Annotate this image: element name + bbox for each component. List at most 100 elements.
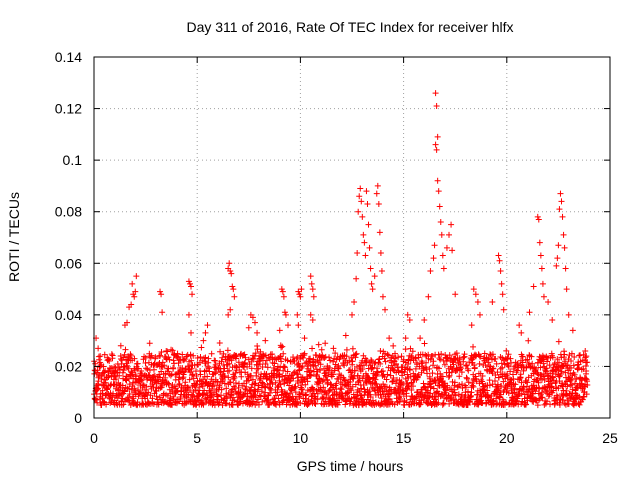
data-point-baseline [250,356,257,363]
data-point-baseline [424,370,431,377]
data-point-baseline [280,350,287,357]
data-point-baseline [167,395,174,402]
data-point-baseline [180,371,187,378]
data-point-baseline [369,364,376,371]
data-point [349,311,355,318]
data-point-baseline [272,379,279,386]
data-point-baseline [276,377,283,384]
data-point-baseline [159,359,166,366]
data-point-baseline [248,365,255,372]
y-tick-label: 0.02 [55,358,82,374]
data-point-baseline [193,381,200,388]
data-point [430,255,437,262]
data-point-baseline [490,365,497,372]
x-tick-label: 5 [193,430,201,446]
data-point-baseline [573,376,580,383]
data-point-baseline [384,371,391,378]
data-point-baseline [179,364,186,371]
data-point-baseline [216,339,223,346]
data-point-baseline [492,355,499,362]
data-point-baseline [341,362,348,369]
data-point [200,337,207,344]
data-point-baseline [192,382,199,389]
data-point-baseline [541,377,548,384]
data-point [569,327,576,334]
data-point-baseline [188,372,195,379]
data-point-baseline [343,346,350,353]
data-point-baseline [298,385,305,392]
data-point [545,298,552,305]
data-point-baseline [248,372,255,379]
data-point-baseline [353,350,360,357]
data-point-baseline [128,352,135,359]
data-point [310,293,317,300]
data-point [516,322,523,329]
data-point-baseline [197,353,204,360]
data-point-baseline [412,365,419,372]
data-point-baseline [122,376,129,383]
data-point-baseline [446,352,453,359]
data-point [417,335,424,342]
data-point-baseline [446,400,453,407]
data-point-baseline [248,384,255,391]
data-point-baseline [543,368,550,375]
data-point [404,311,411,318]
data-point [254,329,261,336]
data-point-baseline [507,355,514,362]
data-point-baseline [148,352,155,359]
y-tick-label: 0.12 [55,101,82,117]
data-point [431,242,438,249]
data-point [433,102,440,109]
data-point-baseline [150,366,157,373]
data-point-baseline [560,397,567,404]
data-point-baseline [555,385,562,392]
data-point-baseline [313,352,320,359]
data-point-baseline [371,360,378,367]
data-point [378,268,385,275]
data-point-baseline [543,365,550,372]
data-point-baseline [384,351,391,358]
data-point [375,200,382,207]
data-point-baseline [398,378,405,385]
data-point-baseline [337,385,344,392]
data-point-baseline [319,378,326,385]
data-point-baseline [408,387,415,394]
data-point [363,188,370,195]
data-point-baseline [162,374,169,381]
data-point-baseline [322,373,329,380]
data-point-baseline [263,371,270,378]
data-point-baseline [94,367,101,374]
data-point-baseline [144,366,151,373]
data-point [296,291,303,298]
data-point-baseline [189,371,196,378]
data-point-baseline [439,373,446,380]
data-point-baseline [528,386,535,393]
data-point [374,182,381,189]
data-point [496,257,503,264]
data-point-baseline [454,367,461,374]
data-point-baseline [106,357,113,364]
data-point-baseline [206,368,213,375]
data-point-baseline [255,396,262,403]
data-point [438,231,445,238]
data-point-baseline [481,350,488,357]
data-point-baseline [292,383,299,390]
data-point-baseline [467,392,474,399]
data-point-baseline [363,379,370,386]
data-point [309,317,316,324]
data-point-baseline [295,367,302,374]
data-point [474,298,481,305]
data-points [91,90,591,409]
data-point-baseline [318,346,325,353]
data-point-baseline [271,360,278,367]
data-point-baseline [556,401,563,408]
data-point-baseline [121,387,128,394]
data-point-baseline [242,359,249,366]
data-point [382,306,389,313]
data-point-baseline [410,383,417,390]
data-point [535,216,542,223]
data-point-baseline [116,366,123,373]
data-point [262,337,269,344]
data-point-baseline [395,367,402,374]
data-point-baseline [441,383,448,390]
